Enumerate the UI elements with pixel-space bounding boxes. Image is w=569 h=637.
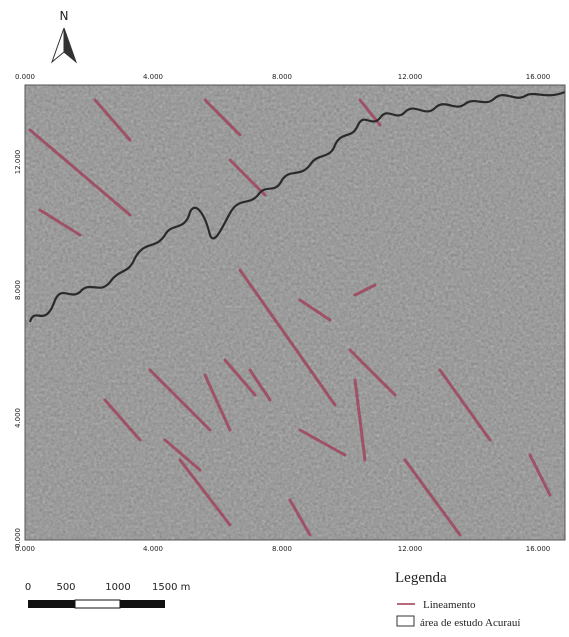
left-coord-label: 8.000 — [14, 280, 22, 300]
left-coord-label: 0.000 — [14, 528, 22, 548]
legend-item: Lineamento — [423, 599, 476, 611]
north-label: N — [60, 9, 69, 23]
scale-label: 1500 m — [152, 582, 190, 593]
legend: Legenda Lineamento área de estudo Acurau… — [395, 570, 520, 629]
legend-item: área de estudo Acurauí — [420, 617, 520, 629]
map-figure: N 0.000 4.000 8.000 12.000 16.000 0.000 4.000 8… — [0, 0, 569, 632]
left-coord-label: 4.000 — [14, 408, 22, 428]
left-coord-label: 12.000 — [14, 150, 22, 175]
north-arrow: N — [52, 9, 76, 62]
top-coord-label: 8.000 — [272, 73, 292, 81]
top-coord-label: 4.000 — [143, 73, 163, 81]
top-coord-label: 0.000 — [15, 73, 35, 81]
bottom-coord-label: 4.000 — [143, 545, 163, 553]
top-coord-label: 16.000 — [526, 73, 551, 81]
scale-label: 500 — [56, 582, 75, 593]
bottom-coord-label: 8.000 — [272, 545, 292, 553]
bottom-coord-label: 12.000 — [398, 545, 423, 553]
scale-label: 0 — [25, 582, 31, 593]
map-image — [25, 85, 565, 540]
top-coord-label: 12.000 — [398, 73, 423, 81]
legend-title: Legenda — [395, 570, 447, 586]
scale-bar — [28, 600, 165, 608]
bottom-coord-label: 16.000 — [526, 545, 551, 553]
scale-label: 1000 — [105, 582, 130, 593]
